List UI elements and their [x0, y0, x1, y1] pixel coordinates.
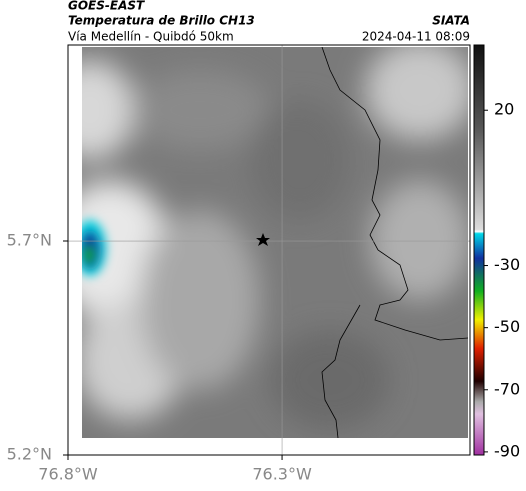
route: Vía Medellín - Quibdó 50km [68, 30, 234, 44]
colorbar-tick-label: -90 [494, 441, 520, 460]
colorbar-tick-label: -70 [494, 379, 520, 398]
colorbar-tick-label: 20 [494, 100, 514, 119]
source: SIATA [432, 14, 470, 28]
lon-tick-label: 76.3°W [252, 465, 312, 484]
lat-tick-label: 5.2°N [7, 445, 52, 464]
location-marker [256, 233, 270, 246]
colorbar-tick-label: -30 [494, 255, 520, 274]
timestamp: 2024-04-11 08:09 [362, 30, 470, 44]
lat-tick-label: 5.7°N [7, 231, 52, 250]
satellite-image [82, 47, 468, 438]
map-frame [67, 44, 471, 456]
subtitle: Temperatura de Brillo CH13 [68, 14, 255, 28]
title: GOES-EAST [68, 0, 145, 13]
lon-tick-label: 76.8°W [38, 465, 98, 484]
colorbar [473, 44, 485, 456]
colorbar-tick-label: -50 [494, 317, 520, 336]
